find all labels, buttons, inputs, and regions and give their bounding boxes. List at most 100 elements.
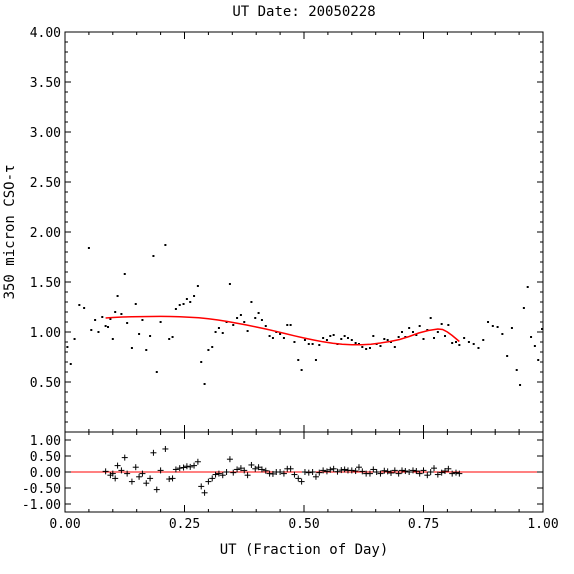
residual-point <box>370 466 377 473</box>
main-y-tick-label: 2.50 <box>30 176 61 191</box>
residual-point <box>169 475 176 482</box>
residual-point <box>132 464 139 471</box>
residual-point <box>445 465 452 472</box>
residual-point <box>442 468 449 475</box>
residual-point <box>109 470 116 477</box>
tau-data-point <box>236 317 239 319</box>
tau-data-point <box>260 319 263 321</box>
residual-point <box>128 478 135 485</box>
tau-data-point <box>300 369 303 371</box>
residual-point <box>398 467 405 474</box>
tau-data-point <box>444 335 447 337</box>
residual-point <box>431 465 438 472</box>
residual-points <box>102 445 463 496</box>
tau-data-point <box>271 337 274 339</box>
tau-data-point <box>408 327 411 329</box>
tau-data-point <box>533 345 536 347</box>
tau-data-point <box>325 339 328 341</box>
residual-point <box>139 470 146 477</box>
residual-point <box>252 465 259 472</box>
residual-point <box>241 467 248 474</box>
tau-data-point <box>307 343 310 345</box>
tau-data-point <box>472 343 475 345</box>
residual-point <box>237 465 244 472</box>
tau-data-point <box>433 337 436 339</box>
tau-data-point <box>519 384 522 386</box>
tau-data-point <box>386 339 389 341</box>
main-y-tick-label: 3.00 <box>30 126 61 141</box>
residual-point <box>384 468 391 475</box>
residual-point <box>330 465 337 472</box>
residual-point <box>413 468 420 475</box>
tau-data-point <box>350 339 353 341</box>
tau-data-point <box>530 336 533 338</box>
tau-data-point <box>293 341 296 343</box>
tau-data-point <box>73 338 76 340</box>
residual-point <box>377 470 384 477</box>
residual-x-ticks: 0.00 0.25 0.50 0.75 1.00 <box>49 432 559 532</box>
main-y-tick-label: 2.00 <box>30 226 61 241</box>
residual-point <box>136 473 143 480</box>
tau-data-point <box>496 326 499 328</box>
residual-point <box>352 468 359 475</box>
x-tick-label: 0.25 <box>169 517 200 532</box>
residual-point <box>102 468 109 475</box>
tau-data-point <box>393 346 396 348</box>
residual-y-tick-label: 0.00 <box>30 466 61 481</box>
tau-data-point <box>346 337 349 339</box>
residual-point <box>118 467 125 474</box>
residual-point <box>424 472 431 479</box>
residual-point <box>234 466 241 473</box>
tau-data-point <box>482 339 485 341</box>
tau-data-point <box>211 346 214 348</box>
tau-data-point <box>246 330 249 332</box>
tau-data-point <box>322 337 325 339</box>
tau-data-point <box>264 325 267 327</box>
tau-data-point <box>83 307 86 309</box>
tau-data-point <box>314 359 317 361</box>
fit-curve <box>105 315 460 346</box>
residual-point <box>262 467 269 474</box>
residual-panel: -1.00-0.500.000.501.00 0.00 0.25 0.50 0.75 1… <box>22 431 559 532</box>
tau-data-point <box>436 331 439 333</box>
tau-data-point <box>104 325 107 327</box>
tau-data-point <box>203 383 206 385</box>
tau-data-point <box>243 321 246 323</box>
residual-point <box>121 454 128 461</box>
residual-point <box>194 458 201 465</box>
residual-point <box>341 466 348 473</box>
residual-point <box>255 464 262 471</box>
tau-data-point <box>477 347 480 349</box>
residual-point <box>301 469 308 475</box>
main-y-tick-label: 3.50 <box>30 76 61 91</box>
tau-data-point <box>318 344 321 346</box>
tau-data-point <box>365 348 368 350</box>
tau-data-point <box>372 335 375 337</box>
tau-data-point <box>168 338 171 340</box>
main-panel: 0.50 1.00 1.50 2.00 2.50 3.00 3.50 4.00 350 mic… <box>2 26 544 433</box>
residual-point <box>348 467 355 474</box>
residual-point <box>295 475 302 482</box>
residual-point <box>244 472 251 479</box>
residual-point <box>230 469 237 476</box>
tau-data-point <box>467 341 470 343</box>
residual-point <box>258 466 265 473</box>
tau-data-point <box>279 333 282 335</box>
main-points <box>66 244 544 386</box>
tau-data-point <box>87 247 90 249</box>
x-tick-label: 0.50 <box>288 517 319 532</box>
residual-point <box>212 471 219 478</box>
tau-data-point <box>69 363 72 365</box>
tau-data-point <box>152 255 155 257</box>
tau-data-point <box>185 298 188 300</box>
tau-data-point <box>138 333 141 335</box>
residual-y-tick-label: -0.50 <box>22 482 61 497</box>
tau-data-point <box>145 349 148 351</box>
tau-data-point <box>196 285 199 287</box>
tau-data-point <box>174 308 177 310</box>
tau-data-point <box>164 244 167 246</box>
tau-data-point <box>217 327 220 329</box>
tau-data-point <box>541 328 544 330</box>
tau-data-point <box>289 324 292 326</box>
tau-data-point <box>361 346 364 348</box>
